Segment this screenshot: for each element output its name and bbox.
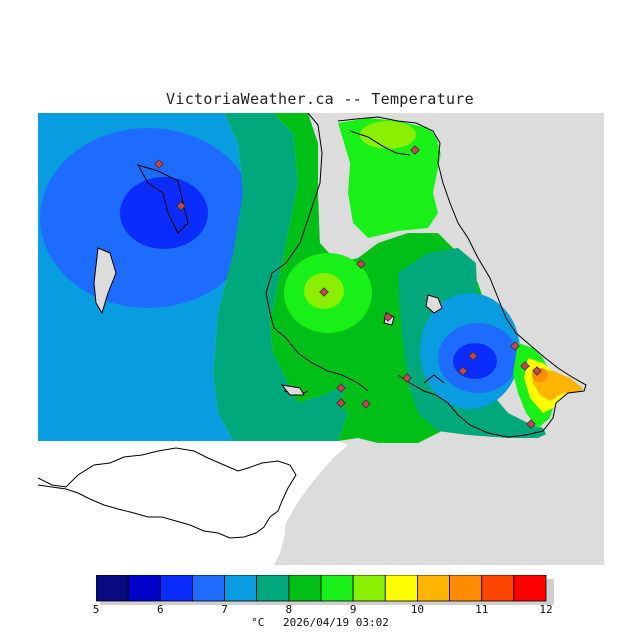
island-small-2 [425,294,443,314]
station-marker[interactable] [468,351,478,361]
station-marker[interactable] [526,419,536,429]
temperature-map [38,113,604,565]
legend-color-cell [352,575,386,602]
map-title: VictoriaWeather.ca -- Temperature [166,90,474,108]
legend-color-cell [449,575,483,602]
station-marker[interactable] [458,366,468,376]
station-marker[interactable] [319,287,329,297]
station-marker[interactable] [520,361,530,371]
color-legend [96,575,554,605]
legend-tick-label: 10 [410,603,425,616]
legend-timestamp: 2026/04/19 03:02 [282,616,389,629]
station-marker[interactable] [402,373,412,383]
station-marker[interactable] [510,341,520,351]
mainland-top [308,113,350,243]
unmodelled-water [38,441,348,565]
legend-color-cell [513,575,547,602]
contour-band-6 [120,177,208,249]
legend-color-cell [159,575,193,602]
legend-color-cell [320,575,354,602]
station-marker[interactable] [361,399,371,409]
legend-tick-label: 7 [221,603,228,616]
olympic-coast [38,447,297,539]
station-marker[interactable] [336,398,346,408]
contour-band-9-north [360,121,416,149]
station-marker[interactable] [532,366,542,376]
station-marker[interactable] [336,383,346,393]
station-marker[interactable] [356,259,366,269]
legend-footer: °C 2026/04/19 03:02 [0,616,640,629]
island-small-1 [280,384,305,396]
coastline-mainland [337,116,587,438]
station-marker[interactable] [176,201,186,211]
legend-tick-label: 12 [539,603,553,616]
island-strip [136,164,189,234]
legend-tick-label: 6 [156,603,164,616]
contour-band-6-east [453,343,497,379]
legend-tick-label: 8 [285,603,293,616]
station-marker[interactable] [383,312,393,322]
legend-color-cell [481,575,515,602]
legend-unit: °C [251,616,265,629]
island-vargas [93,247,117,315]
legend-tick-label: 5 [92,603,100,616]
contour-band-7-5 [213,113,348,441]
legend-color-cell [417,575,450,602]
legend-color-cell [384,575,418,602]
legend-tick-label: 11 [475,603,489,616]
legend-color-cell [96,575,129,602]
legend-color-cell [224,575,258,602]
legend-color-cell [256,575,290,602]
legend-color-cell [288,575,322,602]
legend-tick-label: 9 [349,603,357,616]
station-markers [154,145,542,429]
coastline-island [265,113,369,392]
legend-color-cell [127,575,161,602]
station-marker[interactable] [154,159,164,169]
mainland-north [288,113,604,565]
legend-color-cell [192,575,225,602]
station-marker[interactable] [410,145,420,155]
